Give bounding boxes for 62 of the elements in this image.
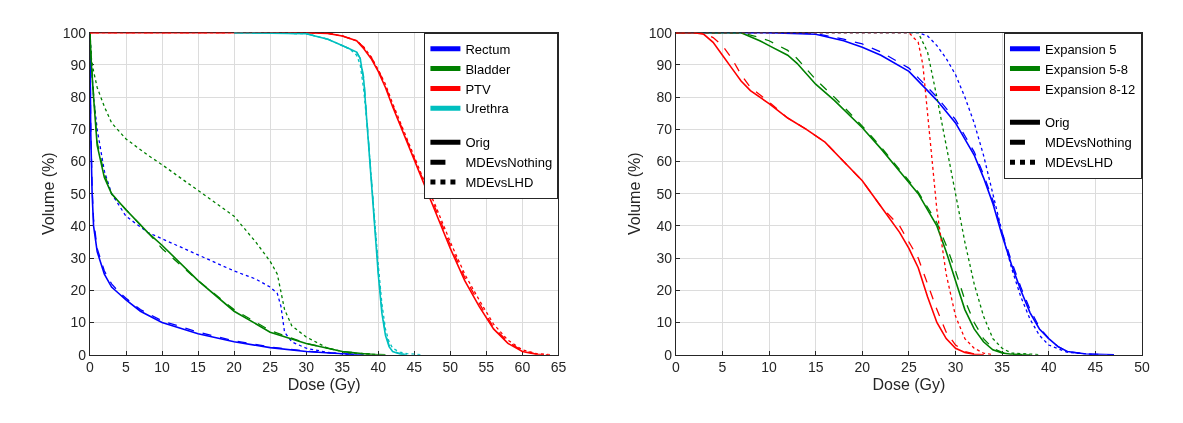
y-axis-title: Volume (%) bbox=[39, 152, 57, 236]
x-tick-label: 40 bbox=[1040, 359, 1057, 376]
y-tick-label: 60 bbox=[656, 153, 673, 170]
y-tick-label: 80 bbox=[70, 89, 87, 106]
x-tick-label: 45 bbox=[1087, 359, 1104, 376]
x-tick-label: 20 bbox=[854, 359, 871, 376]
y-tick-label: 70 bbox=[70, 121, 87, 138]
x-tick-label: 10 bbox=[761, 359, 778, 376]
y-tick-label: 60 bbox=[70, 153, 87, 170]
y-tick-label: 90 bbox=[70, 56, 87, 73]
legend-label: PTV bbox=[465, 81, 492, 97]
y-tick-label: 40 bbox=[70, 217, 87, 234]
y-tick-label: 90 bbox=[656, 56, 673, 73]
x-tick-label: 10 bbox=[154, 359, 171, 376]
legend-label: Expansion 8-12 bbox=[1044, 81, 1136, 97]
legend-label: Bladder bbox=[465, 61, 511, 77]
x-tick-label: 60 bbox=[514, 359, 531, 376]
legend-label: Rectum bbox=[465, 41, 511, 57]
y-tick-label: 100 bbox=[62, 24, 87, 41]
y-tick-label: 30 bbox=[656, 250, 673, 266]
legend-label: MDEvsNothing bbox=[1044, 135, 1132, 151]
legend-label: Orig bbox=[465, 135, 490, 151]
y-tick-label: 20 bbox=[70, 282, 87, 299]
legend-label: MDEvsLHD bbox=[1044, 155, 1113, 171]
x-axis-title: Dose (Gy) bbox=[287, 376, 361, 394]
x-tick-label: 65 bbox=[550, 359, 567, 376]
legend-label: Urethra bbox=[465, 101, 510, 117]
x-tick-label: 5 bbox=[718, 359, 727, 376]
y-tick-label: 80 bbox=[656, 89, 673, 106]
x-tick-label: 55 bbox=[478, 359, 495, 376]
x-tick-label: 50 bbox=[442, 359, 459, 376]
y-tick-label: 0 bbox=[78, 346, 87, 363]
x-tick-label: 45 bbox=[406, 359, 423, 376]
y-tick-label: 50 bbox=[70, 185, 87, 202]
x-tick-label: 5 bbox=[122, 359, 131, 376]
x-tick-label: 35 bbox=[994, 359, 1011, 376]
x-tick-label: 15 bbox=[807, 359, 824, 376]
y-tick-label: 100 bbox=[648, 24, 673, 41]
y-tick-label: 30 bbox=[70, 250, 87, 266]
x-tick-label: 30 bbox=[947, 359, 964, 376]
x-axis-title: Dose (Gy) bbox=[872, 376, 946, 394]
x-tick-label: 25 bbox=[262, 359, 279, 376]
legend-label: Expansion 5-8 bbox=[1044, 61, 1129, 77]
legend-label: Expansion 5 bbox=[1044, 41, 1117, 57]
legend-label: Orig bbox=[1044, 115, 1070, 131]
x-tick-label: 40 bbox=[370, 359, 387, 376]
y-tick-label: 50 bbox=[656, 185, 673, 202]
x-tick-label: 20 bbox=[226, 359, 243, 376]
y-tick-label: 40 bbox=[656, 217, 673, 234]
y-tick-label: 10 bbox=[70, 314, 87, 331]
legend-label: MDEvsLHD bbox=[465, 175, 534, 191]
y-tick-label: 0 bbox=[664, 346, 673, 363]
y-tick-label: 10 bbox=[656, 314, 673, 331]
y-tick-label: 70 bbox=[656, 121, 673, 138]
x-tick-label: 50 bbox=[1134, 359, 1150, 376]
x-tick-label: 25 bbox=[901, 359, 917, 376]
x-tick-label: 35 bbox=[334, 359, 351, 376]
x-tick-label: 15 bbox=[190, 359, 207, 376]
x-tick-label: 30 bbox=[298, 359, 315, 376]
y-tick-label: 20 bbox=[656, 282, 673, 299]
legend-label: MDEvsNothing bbox=[465, 155, 553, 171]
y-axis-title: Volume (%) bbox=[625, 152, 643, 236]
